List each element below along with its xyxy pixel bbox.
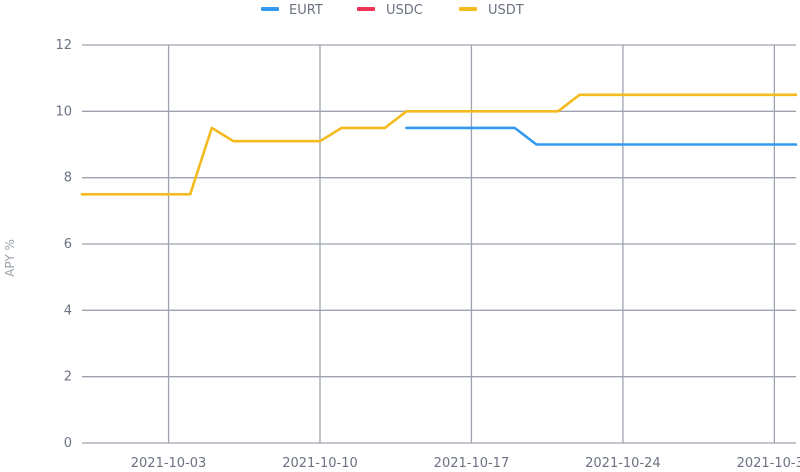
y-axis-label: APY % bbox=[3, 239, 17, 277]
y-tick-label: 4 bbox=[64, 303, 72, 318]
y-tick-label: 6 bbox=[64, 237, 72, 252]
x-tick-label: 2021-10-03 bbox=[131, 456, 207, 471]
legend-swatch-usdt bbox=[459, 7, 477, 11]
legend: EURT USDC USDT bbox=[261, 3, 524, 18]
grid bbox=[82, 44, 796, 444]
x-tick-label: 2021-10-10 bbox=[282, 456, 358, 471]
legend-label-usdt: USDT bbox=[488, 3, 524, 18]
legend-swatch-usdc bbox=[357, 7, 375, 11]
y-tick-label: 2 bbox=[64, 370, 72, 385]
legend-label-eurt: EURT bbox=[289, 3, 323, 18]
x-tick-label: 2021-10-31 bbox=[737, 456, 800, 471]
series-line-eurt bbox=[405, 126, 798, 146]
x-axis-ticks: 2021-10-03 2021-10-10 2021-10-17 2021-10-24… bbox=[131, 456, 800, 471]
legend-swatch-eurt bbox=[261, 7, 279, 11]
y-tick-label: 10 bbox=[55, 104, 72, 119]
y-axis-ticks: 0 2 4 6 8 10 12 bbox=[55, 38, 72, 451]
y-tick-label: 12 bbox=[55, 38, 72, 53]
legend-label-usdc: USDC bbox=[386, 3, 423, 18]
y-tick-label: 0 bbox=[64, 436, 72, 451]
series-lines bbox=[80, 93, 798, 196]
x-tick-label: 2021-10-24 bbox=[585, 456, 661, 471]
y-tick-label: 8 bbox=[64, 171, 72, 186]
x-tick-label: 2021-10-17 bbox=[434, 456, 510, 471]
series-line-usdt bbox=[80, 93, 798, 196]
